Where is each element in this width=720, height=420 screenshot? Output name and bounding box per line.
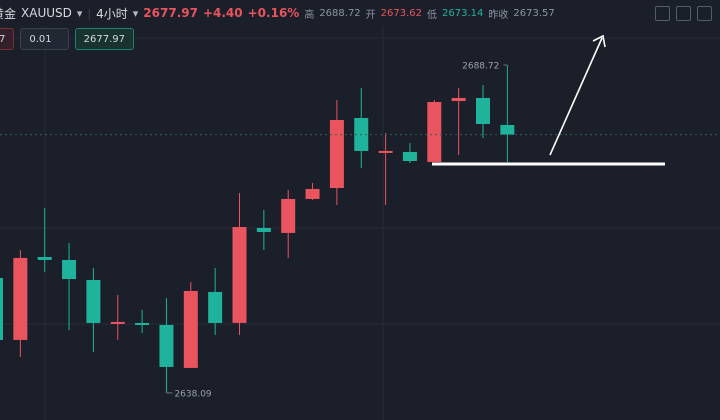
candle-body: [86, 279, 101, 323]
candle-body: [402, 151, 417, 161]
buy-price[interactable]: 2677.97: [74, 28, 134, 50]
symbol-header: 黄金 XAUUSD ▾ | 4小时 ▾ 2677.97 +4.40 +0.16%…: [0, 0, 555, 26]
trend-arrow: [549, 37, 603, 156]
prev-value: 2673.57: [513, 7, 555, 19]
last-price: 2677.97: [143, 6, 198, 20]
symbol-name[interactable]: 黄金: [0, 6, 17, 21]
annotation-label: 2638.09: [174, 389, 211, 399]
candle-body: [135, 322, 150, 325]
candle-body: [451, 97, 466, 102]
open-label: 开: [365, 9, 376, 21]
order-bar: 7 0.01 2677.97: [0, 28, 134, 50]
candle-body: [500, 124, 515, 135]
candle-body: [281, 198, 296, 233]
tool-button[interactable]: [676, 6, 691, 21]
tool-button[interactable]: [697, 6, 712, 21]
toolbar: [655, 6, 712, 21]
candle-body: [256, 227, 271, 232]
tool-button[interactable]: [655, 6, 670, 21]
candle-body: [159, 324, 174, 367]
candle-body: [110, 321, 125, 324]
annotation-label: 2688.72: [462, 62, 499, 72]
candle-body: [62, 259, 77, 280]
symbol-code[interactable]: XAUUSD: [21, 6, 72, 20]
candle-body: [13, 257, 28, 340]
high-value: 2688.72: [319, 7, 361, 19]
grid: [0, 26, 720, 420]
candle-body: [378, 150, 393, 153]
interval[interactable]: 4小时: [96, 6, 128, 21]
candle-body: [0, 277, 3, 340]
sell-button[interactable]: 7: [0, 28, 15, 50]
change: +4.40: [202, 6, 243, 20]
candle-body: [305, 188, 320, 199]
divider: |: [87, 6, 92, 20]
high-label: 高: [304, 9, 315, 21]
candle-body: [37, 256, 52, 260]
candle-body: [208, 291, 223, 323]
candle-body: [329, 120, 344, 189]
candle-body: [476, 97, 490, 125]
candle-body: [427, 101, 442, 162]
low-value: 2673.14: [442, 7, 484, 19]
open-value: 2673.62: [380, 7, 423, 19]
prev-label: 昨收: [488, 9, 509, 21]
dropdown[interactable]: ▾: [76, 6, 83, 20]
dropdown[interactable]: ▾: [132, 6, 139, 20]
candle-body: [183, 290, 198, 368]
arrow-head: [592, 34, 606, 48]
candle-body: [232, 226, 247, 323]
change-pct: +0.16%: [247, 6, 300, 20]
low-label: 低: [427, 9, 438, 21]
lot-input[interactable]: 0.01: [20, 28, 69, 50]
